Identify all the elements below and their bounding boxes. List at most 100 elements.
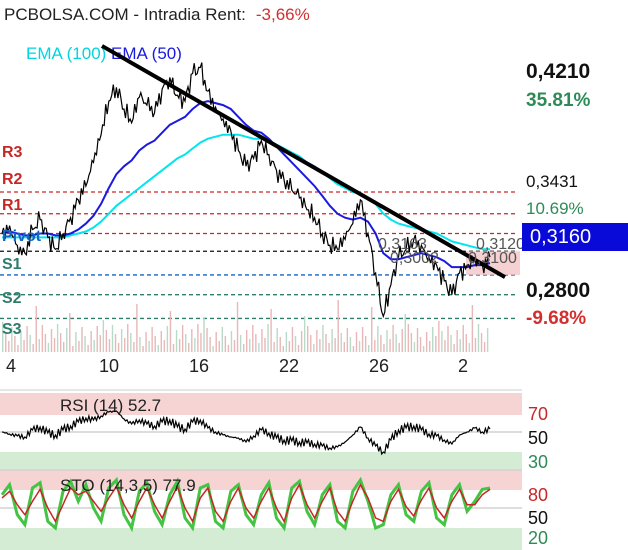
volume-bar — [291, 327, 294, 352]
volume-bar — [96, 326, 98, 352]
volume-bar — [392, 325, 394, 352]
volume-bar — [364, 336, 367, 352]
x-tick-5: 2 — [458, 356, 469, 376]
price-mid: 0,3431 — [526, 172, 578, 191]
volume-bar — [270, 309, 272, 352]
volume-bar — [300, 331, 303, 352]
ema50-line — [1, 100, 491, 269]
volume-bar — [108, 339, 111, 352]
volume-bar — [212, 346, 214, 352]
volume-bar — [169, 311, 172, 352]
volume-bar — [322, 325, 324, 352]
price-bottom: 0,2800 — [526, 279, 591, 302]
volume-bar — [200, 333, 202, 352]
volume-bar — [175, 330, 178, 352]
volume-bar — [389, 339, 391, 352]
volume-bar — [185, 334, 187, 352]
volume-bar — [246, 330, 248, 352]
volume-bar — [459, 339, 461, 352]
volume-bar — [273, 342, 275, 352]
volume-bar — [483, 342, 486, 352]
volume-bar — [20, 331, 22, 352]
volume-bar — [90, 331, 92, 352]
inner-label-b: 0,3002 — [390, 250, 439, 267]
rsi-line — [1, 410, 491, 456]
volume-bar — [148, 341, 150, 352]
trend-line — [101, 44, 506, 279]
pct-top: 35.81% — [526, 90, 591, 111]
x-tick-3: 22 — [279, 356, 300, 376]
volume-bar — [371, 307, 373, 352]
rsi-oversold-band — [0, 452, 522, 470]
volume-bar — [154, 336, 156, 352]
volume-bar — [23, 340, 25, 352]
level-pivot: Pivot — [2, 228, 42, 245]
volume-bar — [395, 334, 397, 352]
volume-bar — [242, 344, 245, 352]
volume-bar — [142, 346, 144, 352]
volume-bar — [230, 331, 233, 352]
volume-bar — [8, 341, 10, 352]
volume-bar — [178, 339, 181, 352]
volume-bar — [325, 334, 327, 352]
volume-bar — [127, 324, 129, 352]
volume-bar — [255, 334, 257, 352]
volume-bar — [166, 326, 169, 352]
volume-bar — [419, 337, 422, 352]
volume-bar — [441, 331, 443, 352]
volume-bar — [124, 338, 126, 352]
volume-bar — [78, 341, 80, 352]
rsi-overbought-band — [0, 393, 522, 415]
volume-bar — [313, 344, 315, 352]
rsi-level-70: 70 — [528, 404, 549, 424]
volume-bar — [377, 326, 379, 352]
rsi-label: RSI (14) 52.7 — [60, 396, 162, 415]
volume-bar — [361, 327, 364, 352]
volume-bar — [258, 343, 260, 352]
volume-bar — [319, 339, 321, 352]
volume-bar — [368, 345, 370, 352]
volume-bar — [209, 337, 211, 352]
volume-bar — [267, 324, 269, 352]
volume-bar — [224, 336, 227, 352]
volume-bar — [130, 333, 132, 352]
volume-bar — [29, 335, 31, 352]
volume-bar — [471, 305, 474, 352]
x-tick-4: 26 — [369, 356, 390, 376]
rsi-level-50: 50 — [528, 428, 549, 448]
volume-bar — [111, 325, 114, 352]
volume-bar — [11, 327, 13, 352]
volume-bar — [81, 327, 83, 352]
volume-bar — [136, 304, 138, 352]
volume-bar — [465, 334, 467, 352]
price-line — [1, 62, 491, 319]
volume-bar — [337, 300, 339, 352]
volume-bar — [239, 335, 242, 352]
volume-bar — [358, 341, 361, 352]
volume-bar — [32, 344, 34, 352]
volume-bar — [444, 340, 446, 352]
volume-bar — [157, 345, 159, 352]
volume-bar — [416, 328, 419, 352]
volume-bar — [221, 327, 223, 352]
volume-bar — [432, 327, 434, 352]
volume-bar — [307, 326, 309, 352]
volume-bar — [151, 327, 153, 352]
volume-bar — [188, 343, 190, 352]
volume-bar — [398, 343, 400, 352]
volume-bar — [194, 338, 196, 352]
volume-bar — [413, 342, 416, 352]
volume-bar — [462, 325, 464, 352]
volume-bar — [380, 335, 382, 352]
volume-bar — [99, 335, 101, 352]
volume-bar — [407, 324, 410, 352]
volume-bar — [352, 346, 355, 352]
volume-bar — [66, 328, 68, 352]
volume-bar — [44, 334, 47, 352]
volume-bar — [5, 332, 7, 352]
volume-bar — [334, 338, 336, 352]
volume-bar — [14, 336, 16, 352]
inner-label-a: 0,3163 — [378, 236, 427, 253]
